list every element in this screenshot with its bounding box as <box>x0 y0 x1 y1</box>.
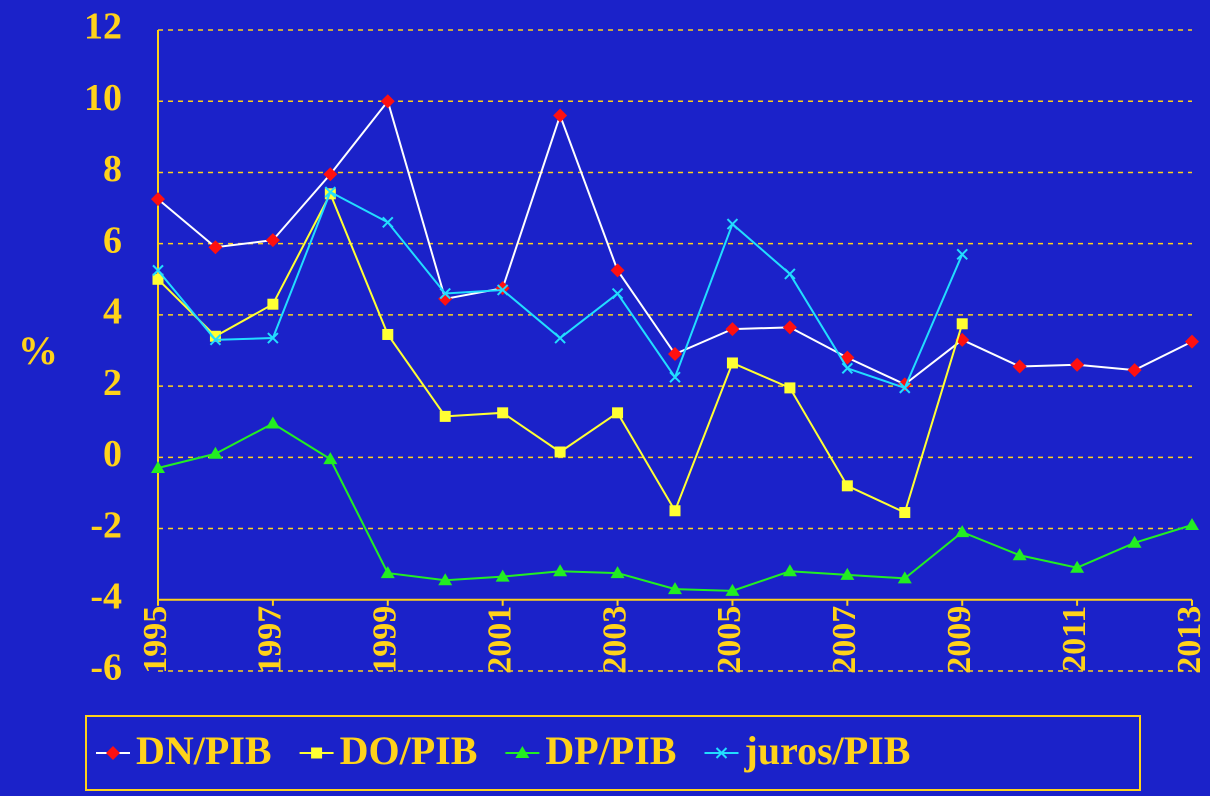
legend-label: DP/PIB <box>545 728 676 773</box>
marker <box>1070 560 1085 573</box>
marker <box>611 287 624 300</box>
marker <box>784 382 796 394</box>
marker <box>840 350 855 365</box>
x-tick-label: 2007 <box>826 606 863 674</box>
marker <box>515 746 530 758</box>
marker <box>439 287 451 300</box>
marker <box>669 505 681 517</box>
y-axis-label: % <box>18 328 58 373</box>
marker <box>955 525 970 538</box>
marker <box>152 273 164 285</box>
marker <box>265 416 280 429</box>
marker <box>267 332 279 344</box>
x-tick-label: 1997 <box>252 606 289 674</box>
series-line <box>157 191 964 514</box>
marker <box>782 320 797 335</box>
marker <box>725 583 740 596</box>
marker <box>899 382 911 394</box>
marker <box>726 357 738 369</box>
x-tick-label: 2003 <box>596 606 633 674</box>
marker <box>382 328 394 340</box>
y-tick-label: -6 <box>90 647 122 689</box>
marker <box>496 284 509 296</box>
marker <box>841 480 853 492</box>
x-tick-label: 1999 <box>367 606 404 674</box>
marker <box>610 566 625 579</box>
marker <box>725 322 740 337</box>
marker <box>311 747 323 759</box>
marker <box>899 507 911 519</box>
marker <box>382 216 394 229</box>
marker <box>554 332 566 344</box>
marker <box>1070 357 1085 372</box>
y-tick-label: 6 <box>103 219 122 261</box>
marker <box>208 446 223 459</box>
marker <box>782 564 797 577</box>
y-tick-label: 2 <box>103 362 122 404</box>
series-line <box>157 190 964 390</box>
x-tick-label: 1995 <box>137 606 174 674</box>
marker <box>265 233 280 248</box>
marker <box>267 298 279 310</box>
y-tick-label: -4 <box>90 575 122 617</box>
series-line <box>157 99 1193 386</box>
marker <box>669 371 681 383</box>
marker <box>438 291 453 306</box>
marker <box>610 263 625 278</box>
marker <box>612 407 624 419</box>
marker <box>497 407 509 419</box>
y-tick-label: 0 <box>103 433 122 475</box>
marker <box>1185 517 1199 530</box>
marker <box>956 318 968 330</box>
marker <box>553 108 568 123</box>
marker <box>553 564 568 577</box>
marker <box>726 218 739 230</box>
marker <box>151 192 165 207</box>
marker <box>151 461 165 474</box>
marker <box>784 268 796 280</box>
marker <box>152 264 164 277</box>
marker <box>1012 548 1027 561</box>
marker <box>209 330 221 342</box>
y-tick-label: 4 <box>103 291 122 333</box>
marker <box>897 571 912 584</box>
marker <box>715 747 728 759</box>
marker <box>668 582 682 595</box>
y-tick-label: 10 <box>84 77 122 119</box>
marker <box>1127 535 1142 548</box>
marker <box>1012 359 1027 374</box>
legend-box <box>85 715 1141 791</box>
y-tick-label: 8 <box>103 148 122 190</box>
marker <box>668 347 682 362</box>
marker <box>380 566 395 579</box>
y-tick-label: -2 <box>90 504 122 546</box>
marker <box>840 567 855 580</box>
legend-label: juros/PIB <box>744 728 911 773</box>
marker <box>438 573 453 586</box>
marker <box>495 569 510 582</box>
x-tick-label: 2013 <box>1171 606 1208 674</box>
marker <box>209 334 222 346</box>
marker <box>554 446 566 458</box>
marker <box>106 746 120 760</box>
marker <box>1185 334 1199 349</box>
marker <box>323 167 338 182</box>
x-tick-label: 2009 <box>941 606 978 674</box>
y-tick-label: 12 <box>84 6 122 48</box>
marker <box>380 94 395 109</box>
marker <box>208 240 223 255</box>
legend-label: DN/PIB <box>136 728 272 773</box>
marker <box>323 452 338 465</box>
x-tick-label: 2011 <box>1056 606 1093 672</box>
marker <box>324 186 337 198</box>
marker <box>439 410 451 422</box>
marker <box>1127 363 1142 378</box>
legend-label: DO/PIB <box>340 728 478 773</box>
marker <box>841 362 854 375</box>
x-tick-label: 2001 <box>481 606 518 674</box>
x-tick-label: 2005 <box>711 606 748 674</box>
marker <box>956 248 968 261</box>
